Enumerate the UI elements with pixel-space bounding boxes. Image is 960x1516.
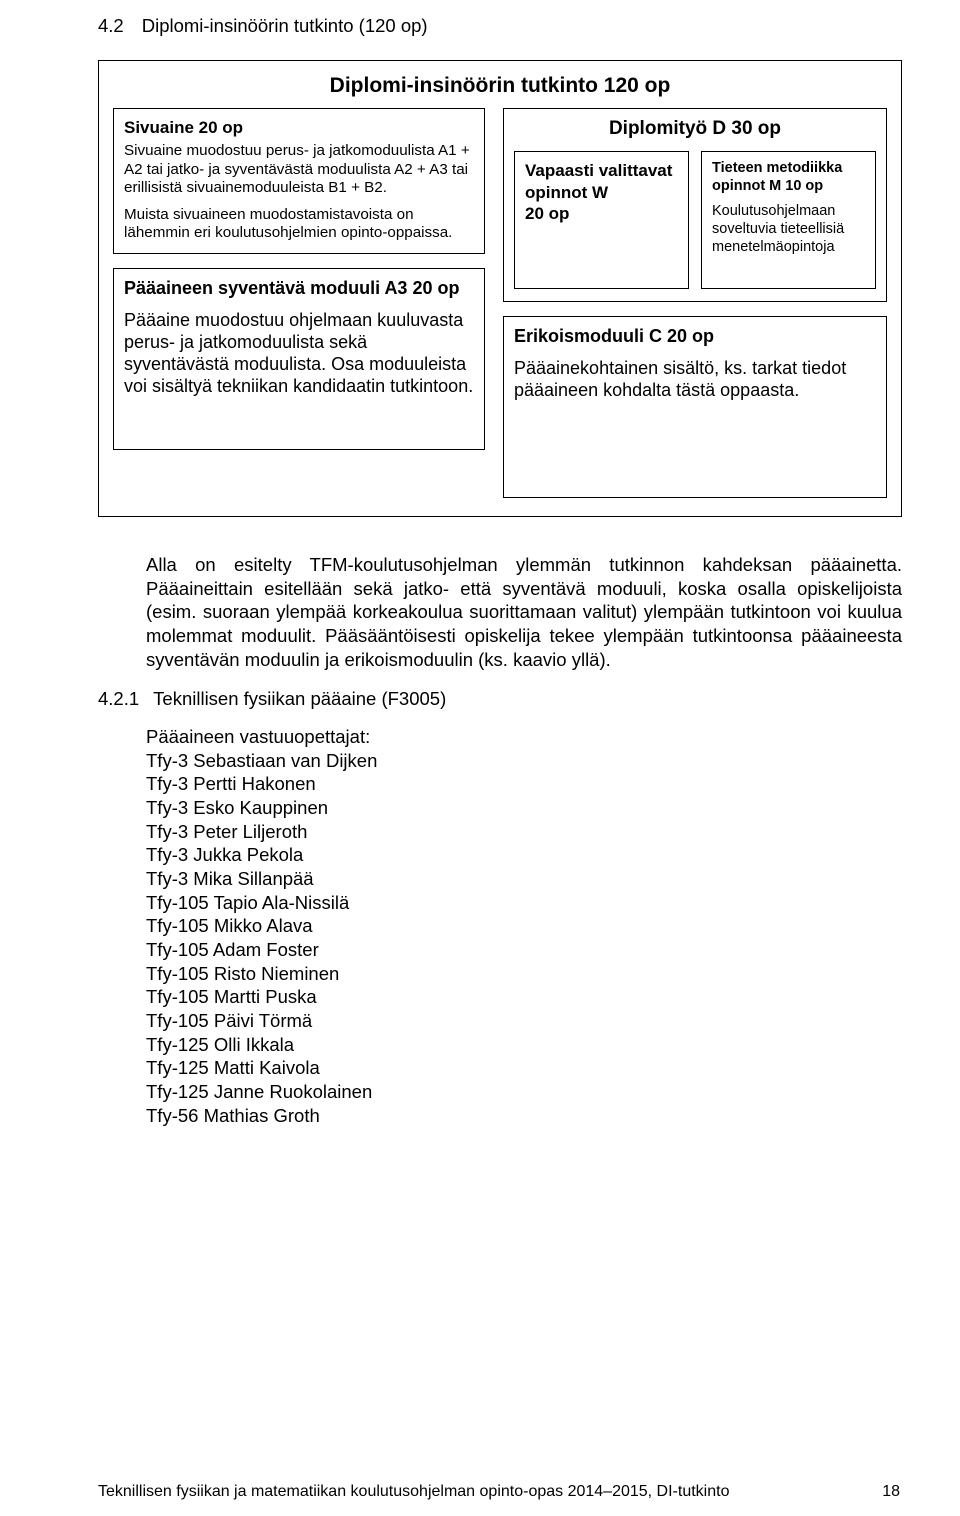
sivuaine-body: Sivuaine muodostuu perus- ja jatkomoduul… bbox=[124, 142, 474, 198]
diagram-right-column: Diplomityö D 30 op Vapaasti valittavat o… bbox=[503, 108, 887, 498]
tieteen-body: Koulutusohjel­maan soveltuvia tieteellis… bbox=[712, 203, 865, 256]
diplomityo-box: Diplomityö D 30 op Vapaasti valittavat o… bbox=[503, 108, 887, 302]
paaaine-body: Pääaine muodostuu ohjelmaan kuuluvasta p… bbox=[124, 310, 474, 398]
erikois-box: Erikoismoduuli C 20 op Pääainekohtainen … bbox=[503, 316, 887, 498]
teacher-line: Tfy-105 Mikko Alava bbox=[146, 914, 902, 938]
teacher-line: Tfy-105 Martti Puska bbox=[146, 985, 902, 1009]
paaaine-box: Pääaineen syventävä moduuli A3 20 op Pää… bbox=[113, 268, 485, 450]
teacher-line: Tfy-3 Pertti Hakonen bbox=[146, 772, 902, 796]
section-title: Diplomi-insinöörin tutkinto (120 op) bbox=[142, 14, 428, 38]
diagram-container: Diplomi-insinöörin tutkinto 120 op Sivua… bbox=[98, 60, 902, 517]
diagram-title: Diplomi-insinöörin tutkinto 120 op bbox=[99, 61, 901, 108]
vapaasti-line2: opinnot W bbox=[525, 183, 608, 202]
teacher-line: Tfy-3 Sebastiaan van Dijken bbox=[146, 749, 902, 773]
page-number: 18 bbox=[882, 1482, 902, 1502]
page-footer: Teknillisen fysiikan ja matematiikan kou… bbox=[98, 1482, 902, 1502]
teacher-line: Tfy-3 Jukka Pekola bbox=[146, 843, 902, 867]
diagram-body: Sivuaine 20 op Sivuaine muodostuu perus-… bbox=[99, 108, 901, 516]
teacher-line: Tfy-105 Risto Nieminen bbox=[146, 962, 902, 986]
teacher-line: Tfy-125 Janne Ruokolainen bbox=[146, 1080, 902, 1104]
sivuaine-body-2: Muista sivuaineen muodostamis­tavoista o… bbox=[124, 206, 474, 243]
intro-paragraph: Alla on esitelty TFM-koulutusohjelman yl… bbox=[146, 553, 902, 671]
teachers-block: Pääaineen vastuuopettajat: Tfy-3 Sebasti… bbox=[146, 725, 902, 1127]
body-text-block: Alla on esitelty TFM-koulutusohjelman yl… bbox=[146, 553, 902, 1127]
vapaasti-line1: Vapaasti valittavat bbox=[525, 161, 672, 180]
sivuaine-box: Sivuaine 20 op Sivuaine muodostuu perus-… bbox=[113, 108, 485, 254]
erikois-body: Pääainekohtainen sisältö, ks. tarkat tie… bbox=[514, 358, 876, 402]
teacher-line: Tfy-3 Mika Sillanpää bbox=[146, 867, 902, 891]
teachers-label: Pääaineen vastuuopettajat: bbox=[146, 725, 902, 749]
diagram-left-column: Sivuaine 20 op Sivuaine muodostuu perus-… bbox=[113, 108, 485, 498]
teacher-line: Tfy-125 Matti Kaivola bbox=[146, 1056, 902, 1080]
subsection-heading: 4.2.1 Teknillisen fysiikan pääaine (F300… bbox=[98, 687, 902, 711]
paaaine-title: Pääaineen syventävä moduuli A3 20 op bbox=[124, 277, 474, 300]
subsection-title: Teknillisen fysiikan pääaine (F3005) bbox=[153, 687, 446, 711]
diplomityo-row: Vapaasti valittavat opinnot W 20 op Tiet… bbox=[514, 151, 876, 289]
vapaasti-box: Vapaasti valittavat opinnot W 20 op bbox=[514, 151, 689, 289]
teacher-line: Tfy-3 Esko Kauppinen bbox=[146, 796, 902, 820]
tieteen-title: Tieteen metodiikka opinnot M 10 op bbox=[712, 160, 865, 195]
teacher-line: Tfy-125 Olli Ikkala bbox=[146, 1033, 902, 1057]
teacher-line: Tfy-105 Adam Foster bbox=[146, 938, 902, 962]
tieteen-box: Tieteen metodiikka opinnot M 10 op Koulu… bbox=[701, 151, 876, 289]
teacher-line: Tfy-3 Peter Liljeroth bbox=[146, 820, 902, 844]
subsection-number: 4.2.1 bbox=[98, 687, 139, 711]
teacher-line: Tfy-105 Tapio Ala-Nissilä bbox=[146, 891, 902, 915]
teachers-list: Tfy-3 Sebastiaan van DijkenTfy-3 Pertti … bbox=[146, 749, 902, 1128]
diplomityo-title: Diplomityö D 30 op bbox=[514, 115, 876, 151]
erikois-title: Erikoismoduuli C 20 op bbox=[514, 325, 876, 348]
teacher-line: Tfy-105 Päivi Törmä bbox=[146, 1009, 902, 1033]
page: 4.2 Diplomi-insinöörin tutkinto (120 op)… bbox=[0, 0, 960, 1516]
sivuaine-title: Sivuaine 20 op bbox=[124, 117, 474, 139]
teacher-line: Tfy-56 Mathias Groth bbox=[146, 1104, 902, 1128]
footer-text: Teknillisen fysiikan ja matematiikan kou… bbox=[98, 1482, 729, 1502]
vapaasti-line3: 20 op bbox=[525, 204, 569, 223]
section-heading: 4.2 Diplomi-insinöörin tutkinto (120 op) bbox=[98, 14, 902, 38]
section-number: 4.2 bbox=[98, 14, 124, 38]
